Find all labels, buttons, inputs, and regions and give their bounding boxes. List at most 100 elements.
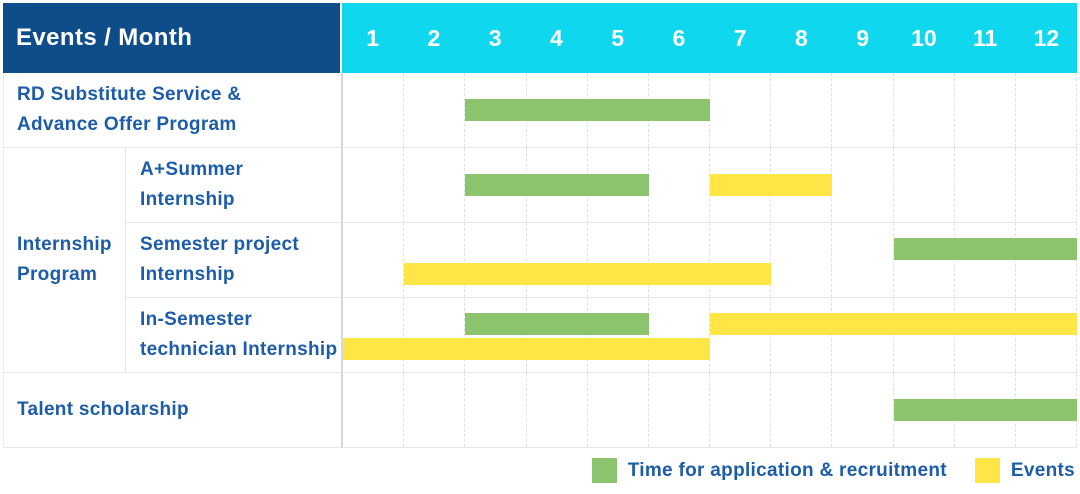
month-grid-cell: [894, 223, 955, 297]
month-grid-cell: [649, 223, 711, 297]
month-grid-cell: [955, 223, 1016, 297]
legend-label-recruitment: Time for application & recruitment: [627, 459, 947, 481]
legend: Time for application & recruitment Event…: [591, 458, 1075, 483]
month-grid-cell: [894, 148, 955, 222]
gantt-bar-green: [893, 238, 1077, 260]
row-label-line: Program: [17, 264, 98, 285]
month-grid-cell: [343, 223, 405, 297]
month-grid-cell: [771, 298, 833, 372]
month-grid-cell: [649, 148, 711, 222]
bar-row-a-summer-internship: [341, 148, 1078, 223]
month-grid-cell: [710, 223, 772, 297]
month-grid-cell: [343, 73, 405, 147]
month-grid-cell: [527, 223, 588, 297]
row-label-in-semester-technician-internship: In-Semester technician Internship: [125, 298, 341, 373]
month-grid-cell: [404, 373, 466, 447]
month-grid-cell: [404, 148, 466, 222]
month-header-cell: 6: [672, 24, 686, 51]
month-header-cell: 9: [856, 24, 870, 51]
month-header-cell: 12: [1033, 24, 1060, 51]
row-label-rd-substitute: RD Substitute Service & Advance Offer Pr…: [4, 73, 341, 148]
month-grid-cell: [771, 373, 833, 447]
row-label-semester-project-internship: Semester project Internship: [125, 223, 341, 298]
gantt-table: Events / Month 1 2 3 4 5 6 7 8 9 10 11 12 RD Substi…: [3, 3, 1078, 448]
month-grid-cell: [1016, 223, 1078, 297]
row-label-talent-scholarship: Talent scholarship: [4, 373, 341, 448]
month-header-cell: 11: [972, 24, 998, 51]
month-grid-cell: [343, 373, 405, 447]
month-grid-cell: [1016, 73, 1078, 147]
month-header-cell: 2: [427, 24, 441, 51]
row-label-line: A+Summer: [140, 159, 244, 180]
month-header-cell: 10: [911, 24, 937, 51]
row-label-line: Internship: [140, 189, 235, 210]
month-grid-cell: [1016, 148, 1078, 222]
bar-row-in-semester-technician-internship: [341, 298, 1078, 373]
header-row: Events / Month 1 2 3 4 5 6 7 8 9 10 11 12: [3, 3, 1077, 73]
month-header-cell: 5: [611, 24, 625, 51]
month-grid-cell: [955, 73, 1016, 147]
row-label-line: technician Internship: [140, 339, 338, 360]
gantt-bar-green: [465, 99, 710, 121]
month-grid-cell: [771, 223, 833, 297]
month-grid-cell: [1016, 298, 1078, 372]
month-header-row: 1 2 3 4 5 6 7 8 9 10 11 12: [342, 3, 1077, 73]
month-grid-cell: [404, 223, 466, 297]
month-grid-cell: [404, 73, 466, 147]
gantt-bar-yellow: [710, 313, 1077, 335]
green-swatch-icon: [591, 458, 617, 483]
row-label-line: Internship: [140, 264, 235, 285]
legend-item-recruitment: Time for application & recruitment: [591, 458, 947, 483]
month-grid-cell: [649, 298, 711, 372]
events-month-header: Events / Month: [3, 3, 340, 73]
month-header-cell: 3: [488, 24, 502, 51]
month-grid-cell: [588, 373, 649, 447]
month-grid-cell: [465, 373, 527, 447]
month-grid-cell: [894, 73, 955, 147]
month-grid-cell: [588, 298, 649, 372]
month-header-cell: 1: [366, 24, 380, 51]
month-grid-cell: [955, 148, 1016, 222]
bar-row-semester-project-internship: [341, 223, 1078, 298]
gantt-bar-green: [465, 313, 649, 335]
bar-row-talent-scholarship: [341, 373, 1078, 448]
gantt-bar-green: [893, 399, 1077, 421]
row-label-a-summer-internship: A+Summer Internship: [125, 148, 341, 223]
month-grid-cell: [832, 73, 894, 147]
month-grid-cell: [832, 298, 894, 372]
row-label-line: Semester project: [140, 234, 299, 255]
month-grid-cell: [343, 298, 405, 372]
row-group-internship-program: Internship Program: [4, 148, 125, 373]
legend-item-events: Events: [974, 458, 1075, 483]
row-label-line: Talent scholarship: [17, 399, 189, 420]
row-label-line: RD Substitute Service &: [17, 84, 242, 105]
month-grid-cell: [343, 148, 405, 222]
month-grid-cell: [894, 298, 955, 372]
yellow-swatch-icon: [974, 458, 1000, 483]
gantt-bar-green: [465, 174, 649, 196]
month-grid-cell: [710, 373, 772, 447]
gantt-bar-yellow: [404, 263, 772, 285]
month-header-cell: 4: [549, 24, 563, 51]
month-grid-cell: [832, 148, 894, 222]
row-label-line: Internship: [17, 234, 112, 255]
month-grid-cell: [771, 73, 833, 147]
month-grid-cell: [832, 373, 894, 447]
gantt-bar-yellow: [343, 338, 710, 360]
month-grid-cell: [404, 298, 466, 372]
month-header-cell: 8: [794, 24, 808, 51]
month-grid-cell: [465, 298, 527, 372]
row-label-line: In-Semester: [140, 309, 253, 330]
gantt-bar-yellow: [710, 174, 833, 196]
month-header-cell: 7: [733, 24, 747, 51]
month-grid-cell: [710, 73, 772, 147]
bar-row-rd-substitute: [341, 73, 1078, 148]
legend-label-events: Events: [1010, 459, 1075, 481]
month-grid-cell: [527, 298, 588, 372]
month-grid-cell: [832, 223, 894, 297]
month-grid-cell: [588, 223, 649, 297]
month-grid-cell: [527, 373, 588, 447]
month-grid-cell: [649, 373, 711, 447]
row-label-line: Advance Offer Program: [17, 114, 237, 135]
